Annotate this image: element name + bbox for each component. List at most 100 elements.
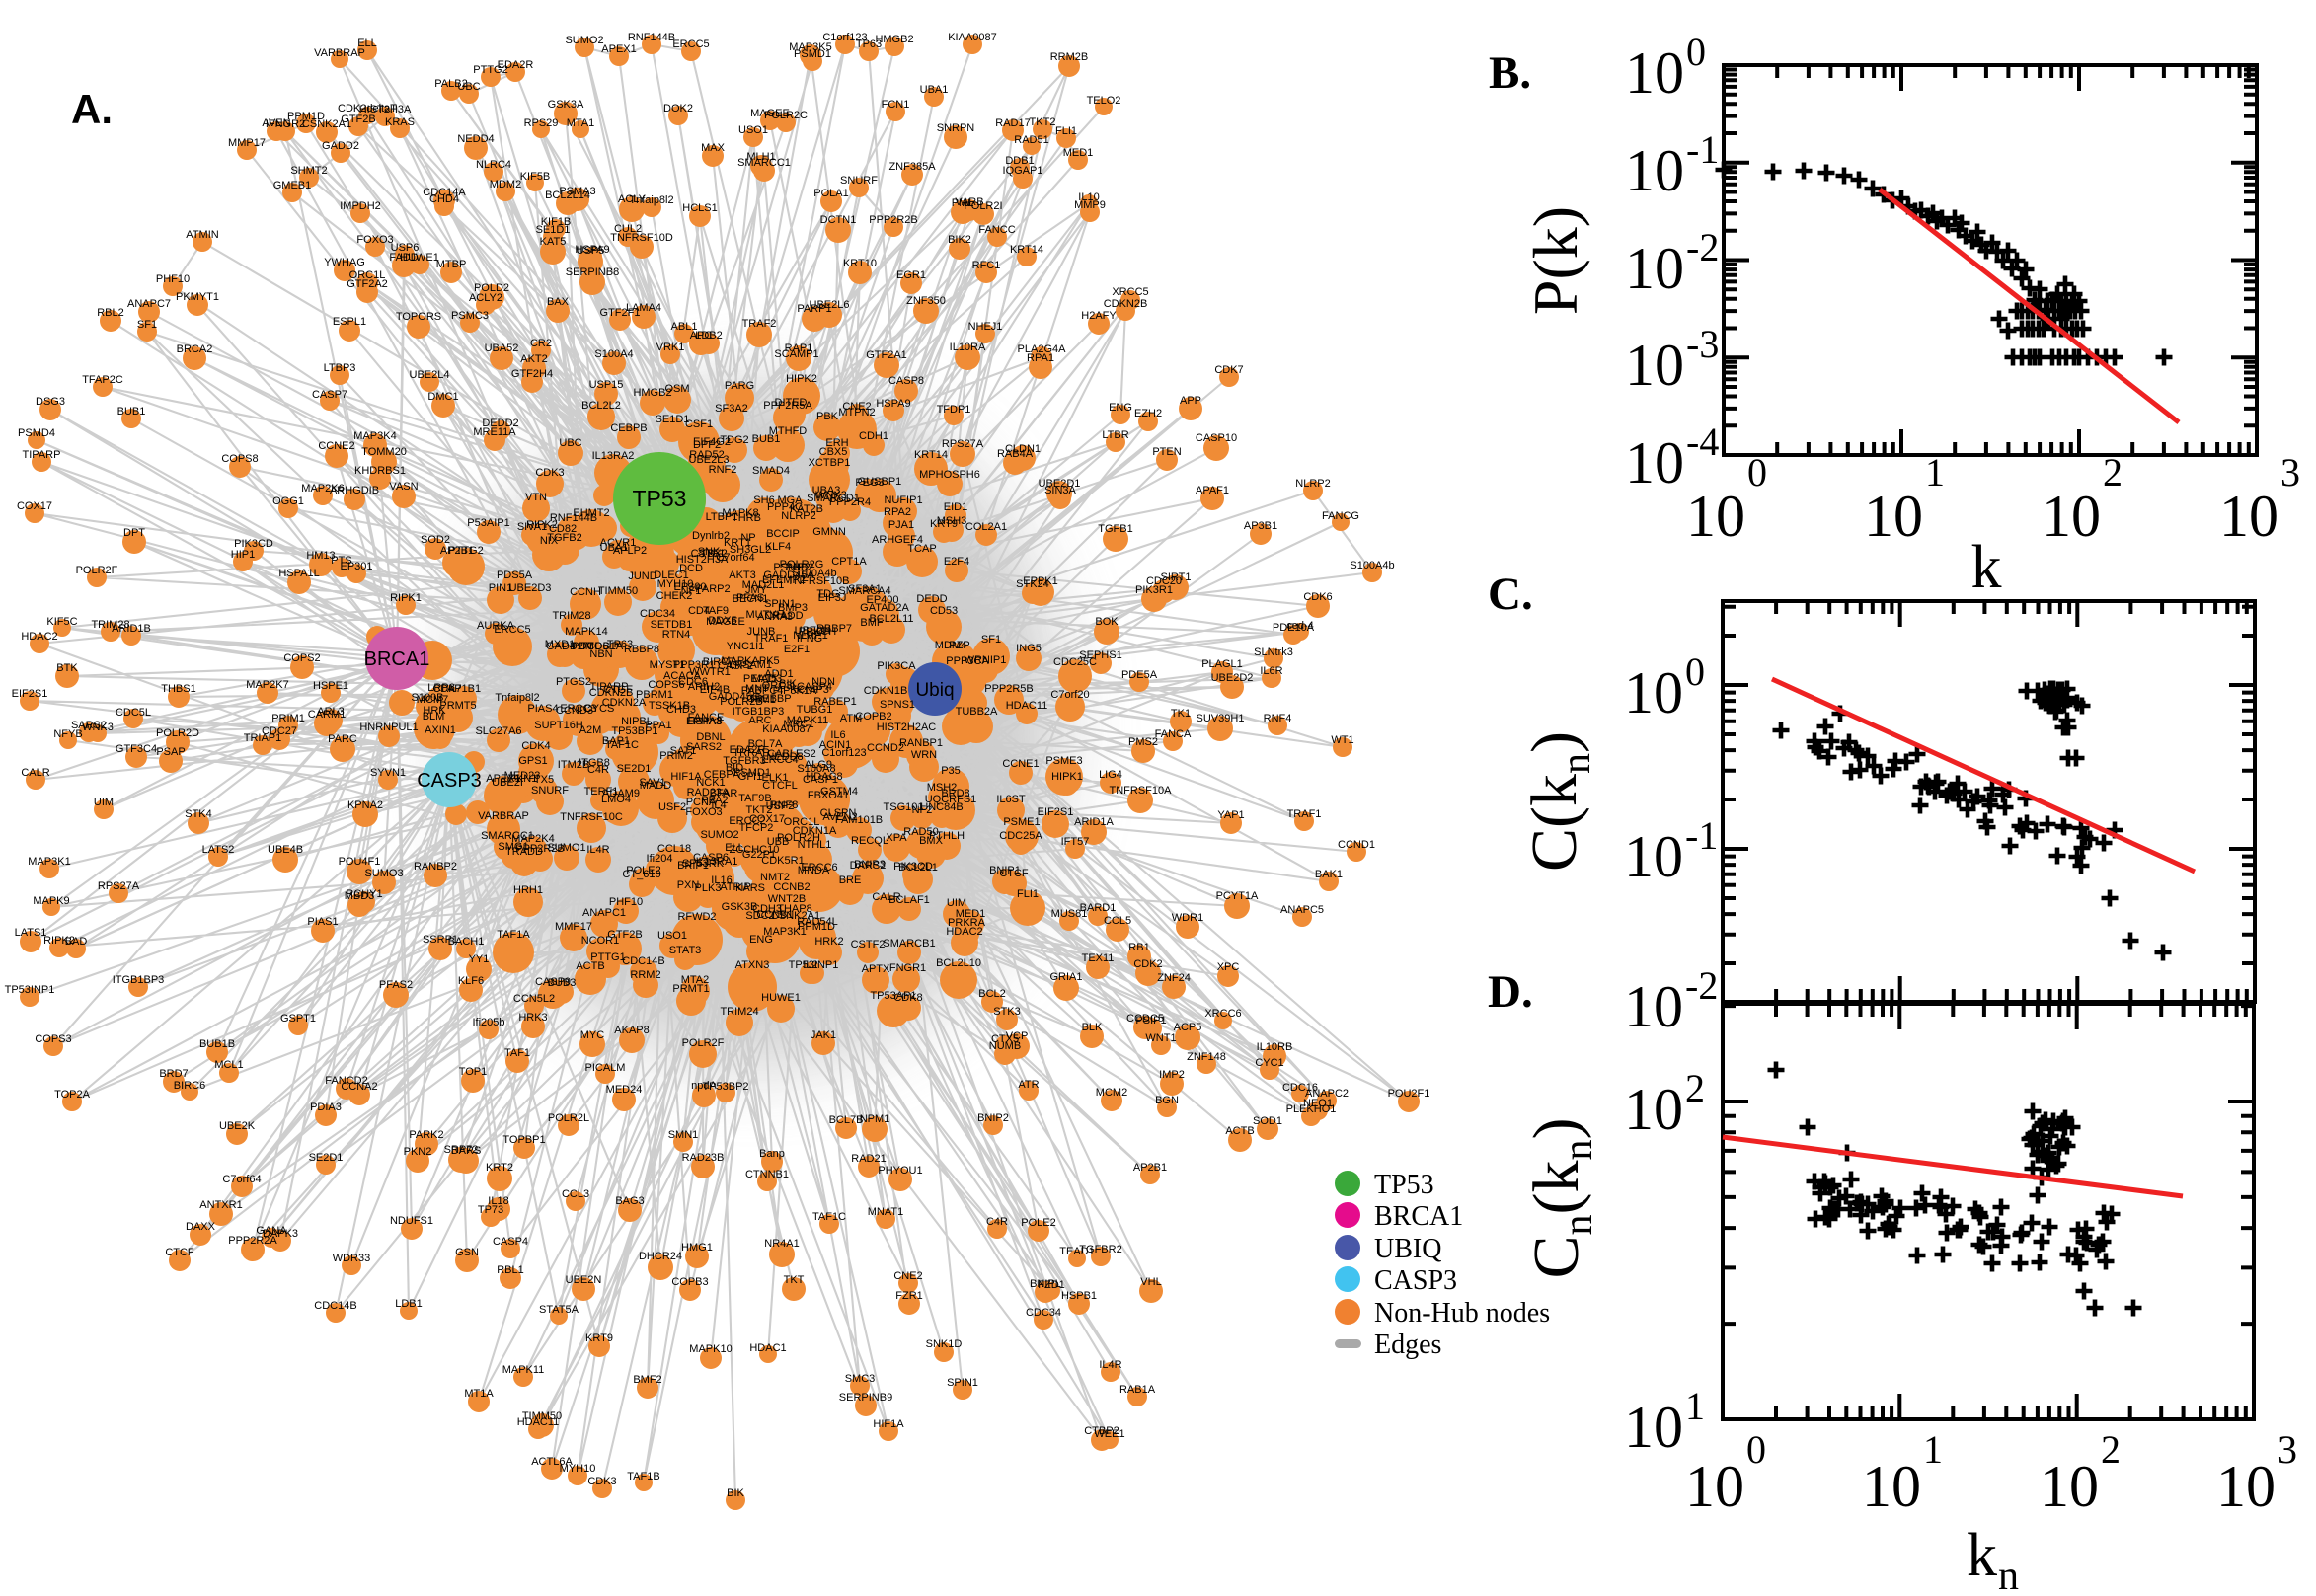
svg-text:2: 2 xyxy=(2103,450,2123,494)
svg-text:TFAP2C: TFAP2C xyxy=(82,374,123,386)
svg-text:TAF9: TAF9 xyxy=(703,605,729,617)
svg-text:PPP2R5B: PPP2R5B xyxy=(984,683,1034,695)
svg-text:MSH3: MSH3 xyxy=(937,515,967,527)
svg-text:ARHGDIB: ARHGDIB xyxy=(330,485,379,496)
svg-text:CTBP2: CTBP2 xyxy=(1084,1425,1119,1437)
svg-text:10: 10 xyxy=(1625,430,1684,495)
svg-text:ARL3: ARL3 xyxy=(317,706,345,718)
svg-text:UBA3: UBA3 xyxy=(812,485,841,496)
svg-text:ARIH2: ARIH2 xyxy=(688,681,720,693)
svg-text:ACACA: ACACA xyxy=(663,670,702,682)
svg-text:MED23: MED23 xyxy=(504,770,541,782)
svg-text:TSSK1B: TSSK1B xyxy=(649,700,690,712)
svg-text:PIAS1: PIAS1 xyxy=(307,916,338,928)
svg-text:SF1: SF1 xyxy=(137,319,157,331)
svg-text:GTF2A2: GTF2A2 xyxy=(347,278,388,290)
svg-text:CSNK2A1: CSNK2A1 xyxy=(771,910,820,922)
svg-text:NDN: NDN xyxy=(811,676,835,688)
svg-text:E2F1: E2F1 xyxy=(784,644,810,655)
svg-text:TGFBR2: TGFBR2 xyxy=(1079,1244,1121,1255)
svg-text:ACTL6A: ACTL6A xyxy=(531,1456,573,1468)
svg-text:HDAC8: HDAC8 xyxy=(806,771,842,783)
svg-text:COPB2: COPB2 xyxy=(855,711,891,722)
svg-text:ENG: ENG xyxy=(749,934,773,946)
svg-text:POLD2: POLD2 xyxy=(474,282,509,294)
svg-text:COPS3: COPS3 xyxy=(35,1033,71,1045)
svg-text:LRP6: LRP6 xyxy=(427,682,455,694)
svg-text:10: 10 xyxy=(1625,138,1684,203)
svg-text:GADD45A: GADD45A xyxy=(763,570,814,581)
svg-text:BLM: BLM xyxy=(423,711,445,722)
svg-text:GTF3C4: GTF3C4 xyxy=(116,743,157,755)
svg-text:JMY: JMY xyxy=(745,584,768,596)
svg-text:XPC: XPC xyxy=(1217,961,1240,973)
svg-text:HRH1: HRH1 xyxy=(513,884,543,896)
svg-text:EIF4B: EIF4B xyxy=(700,684,731,696)
svg-text:APP: APP xyxy=(1180,395,1201,407)
svg-text:10: 10 xyxy=(1862,1454,1921,1519)
svg-text:CALR: CALR xyxy=(21,767,49,779)
svg-text:CSF1: CSF1 xyxy=(685,418,713,430)
svg-text:WWTR1: WWTR1 xyxy=(689,666,731,678)
svg-text:0: 0 xyxy=(1747,450,1767,494)
svg-text:APAF1: APAF1 xyxy=(1196,485,1229,496)
svg-text:HDAC2: HDAC2 xyxy=(946,926,982,938)
svg-text:EHMT2: EHMT2 xyxy=(573,507,609,519)
svg-text:SCAMP1: SCAMP1 xyxy=(774,348,818,360)
svg-text:RAD17: RAD17 xyxy=(995,117,1030,129)
svg-text:SPIN1: SPIN1 xyxy=(947,1377,978,1389)
svg-text:CASP10: CASP10 xyxy=(1196,432,1237,444)
svg-text:10: 10 xyxy=(1686,484,1745,549)
svg-text:PRMT1: PRMT1 xyxy=(672,983,709,995)
svg-text:KAT5: KAT5 xyxy=(540,236,567,248)
svg-text:NCOR1: NCOR1 xyxy=(581,935,620,947)
svg-text:CD53: CD53 xyxy=(930,605,958,617)
svg-text:GANA: GANA xyxy=(256,1225,287,1237)
svg-text:MCM7: MCM7 xyxy=(417,694,448,706)
svg-text:DARS: DARS xyxy=(451,1145,482,1157)
svg-text:CEBPA: CEBPA xyxy=(704,769,740,781)
svg-text:ADAM9: ADAM9 xyxy=(602,788,640,799)
svg-text:SEPHS1: SEPHS1 xyxy=(1079,649,1121,661)
svg-text:MAGEE: MAGEE xyxy=(750,108,790,119)
svg-text:FANCA: FANCA xyxy=(1155,728,1192,740)
svg-text:CT_610: CT_610 xyxy=(622,869,660,880)
svg-text:IL2: IL2 xyxy=(803,959,817,971)
svg-text:RAD54L: RAD54L xyxy=(797,916,838,928)
svg-text:HIF1A: HIF1A xyxy=(873,1418,904,1430)
svg-text:CDC34: CDC34 xyxy=(640,608,675,620)
svg-text:CDK3: CDK3 xyxy=(535,467,564,479)
svg-text:SERPINB8: SERPINB8 xyxy=(566,266,619,278)
svg-text:FOXO3: FOXO3 xyxy=(685,806,722,818)
svg-text:npdA: npdA xyxy=(691,1080,717,1092)
svg-text:1: 1 xyxy=(1923,1427,1943,1472)
svg-text:LDB1: LDB1 xyxy=(395,1298,423,1310)
svg-text:TOPORS: TOPORS xyxy=(396,311,441,323)
svg-text:RAD21: RAD21 xyxy=(851,1153,886,1165)
svg-text:IL4R: IL4R xyxy=(1099,1359,1121,1371)
svg-text:MSH2: MSH2 xyxy=(927,782,958,794)
svg-text:NEO1: NEO1 xyxy=(1303,1098,1333,1109)
svg-text:BUB3: BUB3 xyxy=(548,977,577,989)
svg-text:MUTYH: MUTYH xyxy=(745,609,784,621)
svg-text:ADD1: ADD1 xyxy=(764,668,793,680)
svg-text:ATR: ATR xyxy=(1018,1079,1039,1091)
svg-text:KIF5C: KIF5C xyxy=(46,616,77,628)
svg-text:BCL7A: BCL7A xyxy=(748,738,784,750)
svg-text:STK24: STK24 xyxy=(1016,578,1049,590)
svg-text:-2: -2 xyxy=(1685,963,1718,1008)
svg-text:RTN4: RTN4 xyxy=(662,629,691,641)
svg-text:PIN1: PIN1 xyxy=(489,582,512,594)
svg-text:KRT9: KRT9 xyxy=(585,1332,613,1344)
svg-text:HIST2H3A: HIST2H3A xyxy=(676,554,729,566)
svg-text:SNURF: SNURF xyxy=(531,785,569,797)
svg-text:PKN2: PKN2 xyxy=(404,1146,432,1158)
svg-text:FLI1: FLI1 xyxy=(1017,888,1039,900)
svg-text:PTEN: PTEN xyxy=(1152,446,1181,458)
svg-text:DOK2: DOK2 xyxy=(663,103,693,114)
svg-text:CTX5: CTX5 xyxy=(991,1033,1019,1045)
svg-text:EPPK1: EPPK1 xyxy=(1023,575,1057,587)
svg-text:USF2: USF2 xyxy=(658,801,686,813)
svg-text:RPS27A: RPS27A xyxy=(942,438,984,450)
svg-text:ERCC4: ERCC4 xyxy=(761,754,798,766)
